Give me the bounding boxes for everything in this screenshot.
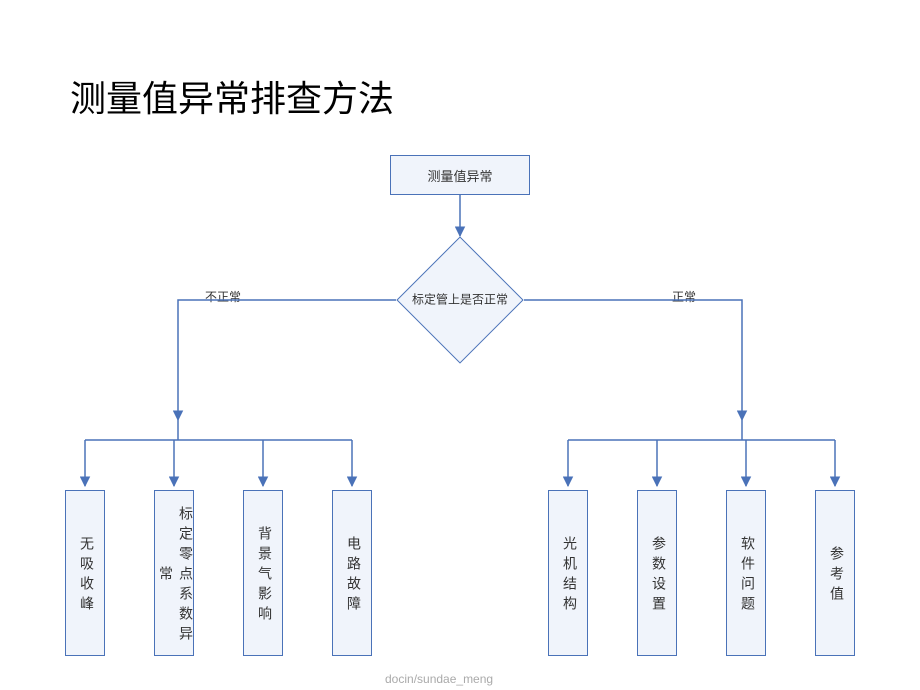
leaf-no-absorption-peak: 无吸收峰	[65, 490, 105, 656]
leaf-reference-value: 参考值	[815, 490, 855, 656]
node-root-label: 测量值异常	[427, 166, 492, 185]
leaf-software-issue: 软件问题	[726, 490, 766, 656]
edge-label-normal: 正常	[672, 288, 696, 305]
leaf-label: 参数设置	[647, 536, 667, 616]
leaf-calibration-zero-abnormal: 标定零点系数异常	[154, 490, 194, 656]
node-decision-label: 标定管上是否正常	[388, 292, 532, 309]
leaf-optical-mechanical: 光机结构	[548, 490, 588, 656]
node-root: 测量值异常	[390, 155, 530, 195]
leaf-label: 标定零点系数异常	[154, 501, 194, 651]
page-title: 测量值异常排查方法	[70, 70, 394, 122]
edge-label-abnormal: 不正常	[205, 288, 241, 305]
leaf-label: 参考值	[825, 546, 845, 606]
leaf-label: 软件问题	[736, 536, 756, 616]
leaf-background-gas: 背景气影响	[243, 490, 283, 656]
leaf-parameter-settings: 参数设置	[637, 490, 677, 656]
leaf-label: 电路故障	[342, 536, 362, 616]
leaf-circuit-fault: 电路故障	[332, 490, 372, 656]
watermark: docin/sundae_meng	[385, 672, 493, 686]
leaf-label: 背景气影响	[253, 526, 273, 626]
leaf-label: 无吸收峰	[75, 536, 95, 616]
leaf-label: 光机结构	[558, 536, 578, 616]
node-decision: 标定管上是否正常	[415, 255, 505, 345]
